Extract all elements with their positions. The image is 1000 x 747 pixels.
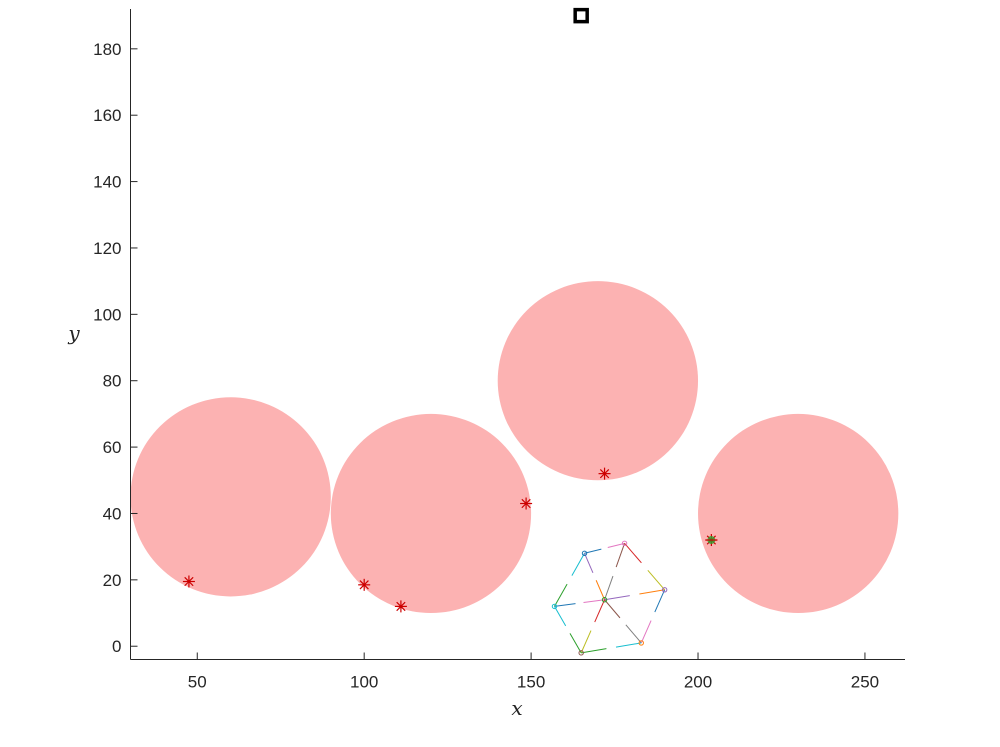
goal-marker — [573, 7, 589, 24]
swarm-link — [639, 589, 665, 595]
swarm-link — [595, 580, 606, 600]
star-marker-5 — [598, 467, 611, 480]
swarm-link — [604, 575, 614, 600]
y-tick-label: 0 — [112, 637, 121, 656]
swarm-node — [578, 650, 584, 656]
axes — [130, 9, 905, 660]
obstacle-circle-1 — [130, 397, 331, 597]
swarm-link — [647, 569, 666, 591]
swarm-link — [604, 599, 621, 619]
markers — [182, 7, 718, 613]
swarm-link — [581, 648, 607, 654]
star-marker-4 — [520, 497, 533, 510]
ticks: 50 100 150 200 250 0 20 40 60 80 100 120 140 160 180 — [93, 40, 879, 692]
y-axis-label: y — [67, 321, 80, 345]
x-axis-label: x — [511, 696, 522, 720]
swarm-node — [661, 587, 668, 593]
swarm-link — [584, 548, 602, 554]
swarm-link — [594, 599, 606, 623]
swarm-link — [624, 543, 642, 564]
swarm-link — [569, 633, 582, 654]
swarm-link — [615, 543, 626, 568]
swarm-link — [554, 583, 568, 607]
y-tick-label: 180 — [93, 40, 121, 59]
swarm-node — [638, 640, 644, 646]
obstacle-circle-3 — [497, 281, 699, 481]
obstacle-circle-4 — [698, 413, 899, 614]
swarm-link — [625, 624, 642, 644]
star-marker-2 — [358, 578, 371, 591]
swarm-link — [554, 603, 576, 607]
swarm-link — [607, 542, 625, 549]
swarm-link — [580, 630, 592, 654]
star-marker-6 — [705, 534, 718, 547]
swarm-link — [604, 595, 630, 601]
obstacles — [130, 281, 899, 614]
y-tick-label: 20 — [103, 571, 122, 590]
star-marker-1 — [182, 575, 195, 588]
y-tick-label: 100 — [93, 305, 121, 324]
x-tick-label: 100 — [350, 673, 378, 692]
y-tick-label: 160 — [93, 106, 121, 125]
y-tick-label: 60 — [103, 438, 122, 457]
x-tick-label: 250 — [851, 673, 879, 692]
swarm-link — [640, 620, 652, 644]
swarm-node — [551, 603, 558, 610]
swarm-node — [621, 540, 628, 547]
y-tick-label: 40 — [103, 504, 122, 523]
swarm-node — [601, 597, 608, 603]
y-tick-label: 140 — [93, 173, 121, 192]
swarm-link — [615, 642, 642, 648]
y-tick-label: 80 — [103, 372, 122, 391]
swarm-link — [584, 553, 594, 574]
obstacle-circle-2 — [330, 413, 532, 614]
x-tick-label: 200 — [684, 673, 712, 692]
swarm-link — [654, 589, 666, 613]
star-marker-3 — [394, 600, 407, 613]
swarm-node — [581, 550, 588, 556]
y-tick-label: 120 — [93, 239, 121, 258]
x-tick-label: 150 — [517, 673, 545, 692]
swarm-link — [571, 553, 585, 576]
swarm-link — [583, 599, 605, 604]
swarm-links — [551, 540, 668, 656]
swarm-link — [554, 606, 567, 627]
x-tick-label: 50 — [188, 673, 207, 692]
